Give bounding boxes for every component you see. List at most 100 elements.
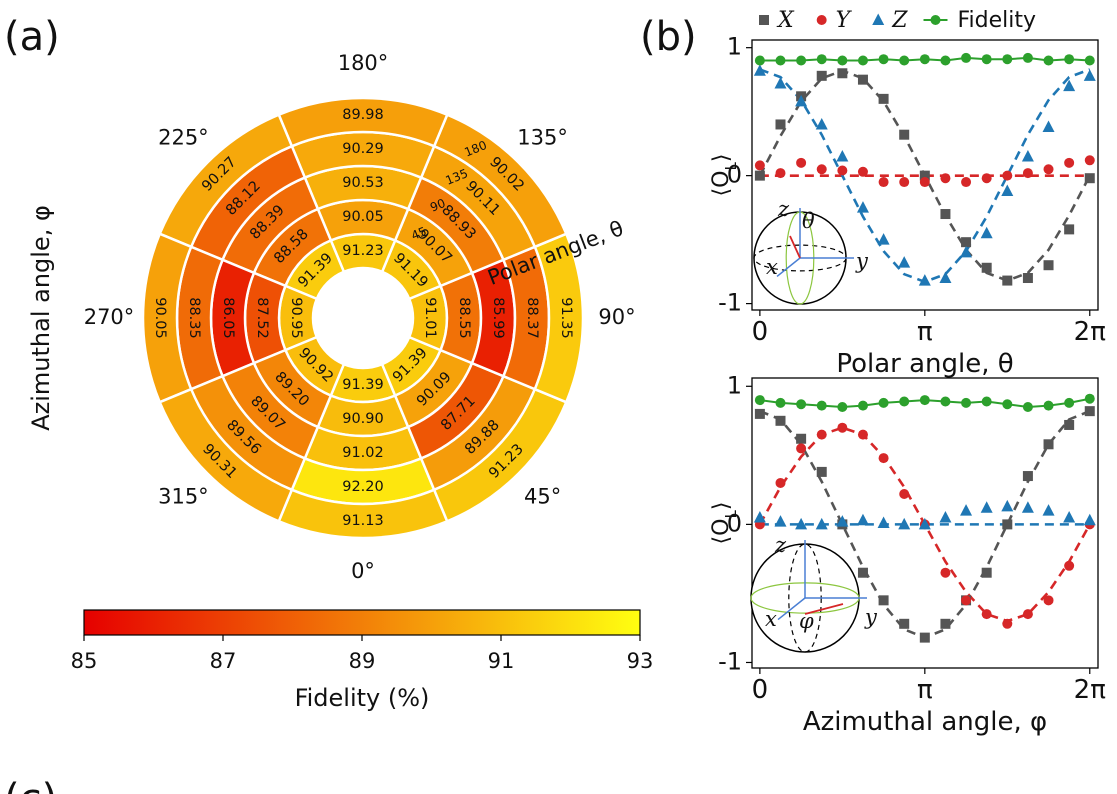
marker — [940, 209, 950, 219]
marker — [775, 119, 785, 129]
marker — [837, 402, 847, 412]
marker — [817, 401, 827, 411]
inset-label: x — [766, 255, 778, 279]
marker — [1023, 53, 1033, 63]
marker — [1044, 55, 1054, 65]
legend-entry: X — [759, 8, 795, 33]
marker — [982, 54, 992, 64]
angle-label: 180° — [338, 51, 389, 75]
marker — [1002, 276, 1012, 286]
y-axis-label-part: ⟨O — [709, 519, 734, 545]
marker — [1043, 504, 1055, 515]
legend-label: Z — [891, 8, 908, 33]
cell-label: 90.95 — [288, 297, 304, 339]
marker — [1023, 402, 1033, 412]
marker — [960, 504, 972, 515]
cell-label: 87.52 — [254, 297, 270, 339]
cell-label: 91.01 — [422, 297, 438, 339]
marker — [872, 14, 884, 26]
y-axis-label: Azimuthal angle, φ — [27, 205, 55, 431]
angle-label: 135° — [517, 125, 568, 149]
marker — [1064, 158, 1074, 168]
marker — [940, 568, 950, 578]
cell-label: 89.98 — [342, 107, 384, 123]
marker — [879, 595, 889, 605]
marker — [817, 54, 827, 64]
marker — [837, 166, 847, 176]
inset-label: θ — [802, 209, 815, 233]
marker — [899, 130, 909, 140]
panel-label: (a) — [4, 14, 60, 60]
marker — [920, 54, 930, 64]
marker — [878, 517, 890, 529]
marker — [1064, 398, 1074, 408]
marker — [982, 609, 992, 619]
marker — [857, 514, 869, 526]
figure: (a) (b) (c) 91.3990.9091.0292.2091.130°9… — [0, 0, 1117, 794]
marker — [961, 237, 971, 247]
marker — [920, 395, 930, 405]
marker — [817, 164, 827, 174]
marker — [857, 201, 869, 213]
marker — [961, 595, 971, 605]
marker — [920, 633, 930, 643]
marker — [1002, 519, 1012, 529]
marker — [899, 396, 909, 406]
marker — [939, 511, 951, 523]
marker — [796, 55, 806, 65]
marker — [879, 453, 889, 463]
marker — [1085, 155, 1095, 165]
marker — [940, 173, 950, 183]
cell-label: 90.29 — [342, 141, 384, 157]
marker — [775, 55, 785, 65]
marker — [817, 430, 827, 440]
marker — [960, 246, 972, 257]
marker — [899, 619, 909, 629]
marker — [982, 263, 992, 273]
marker — [1044, 439, 1054, 449]
marker — [1085, 173, 1095, 183]
panel-label: (c) — [4, 776, 57, 794]
cell-label: 88.35 — [186, 297, 202, 339]
marker — [755, 395, 765, 405]
marker — [1001, 500, 1013, 512]
inset-label: φ — [799, 609, 814, 633]
marker — [982, 568, 992, 578]
marker — [1064, 54, 1074, 64]
marker — [1022, 501, 1034, 513]
marker — [879, 54, 889, 64]
marker — [858, 401, 868, 411]
angle-label: 0° — [351, 559, 375, 583]
marker — [1085, 55, 1095, 65]
legend-entry: Fidelity — [924, 8, 1037, 33]
cell-label: 91.23 — [342, 243, 384, 259]
cell-label: 90.05 — [152, 297, 168, 339]
y-tick-label: -1 — [718, 647, 742, 675]
colorbar-label: Fidelity (%) — [295, 684, 430, 712]
marker — [1064, 420, 1074, 430]
cell-label: 92.20 — [342, 479, 384, 495]
marker — [1002, 399, 1012, 409]
marker — [858, 167, 868, 177]
marker — [836, 150, 848, 162]
marker — [1063, 511, 1075, 523]
angle-label: 225° — [158, 125, 209, 149]
marker — [796, 158, 806, 168]
y-axis-label-part: ⟩ — [709, 154, 734, 163]
angle-label: 315° — [158, 485, 209, 509]
legend-label: Y — [836, 8, 853, 33]
cell-label: 91.35 — [558, 297, 574, 339]
marker — [1023, 471, 1033, 481]
marker — [940, 396, 950, 406]
marker — [1023, 168, 1033, 178]
inset-label: z — [777, 197, 790, 221]
inset-label: z — [774, 533, 787, 557]
x-tick-label: π — [917, 675, 933, 705]
cell-label: 85.99 — [490, 297, 506, 339]
marker — [898, 256, 910, 268]
marker — [982, 173, 992, 183]
marker — [1085, 406, 1095, 416]
marker — [817, 71, 827, 81]
cell-label: 90.53 — [342, 175, 384, 191]
marker — [775, 416, 785, 426]
